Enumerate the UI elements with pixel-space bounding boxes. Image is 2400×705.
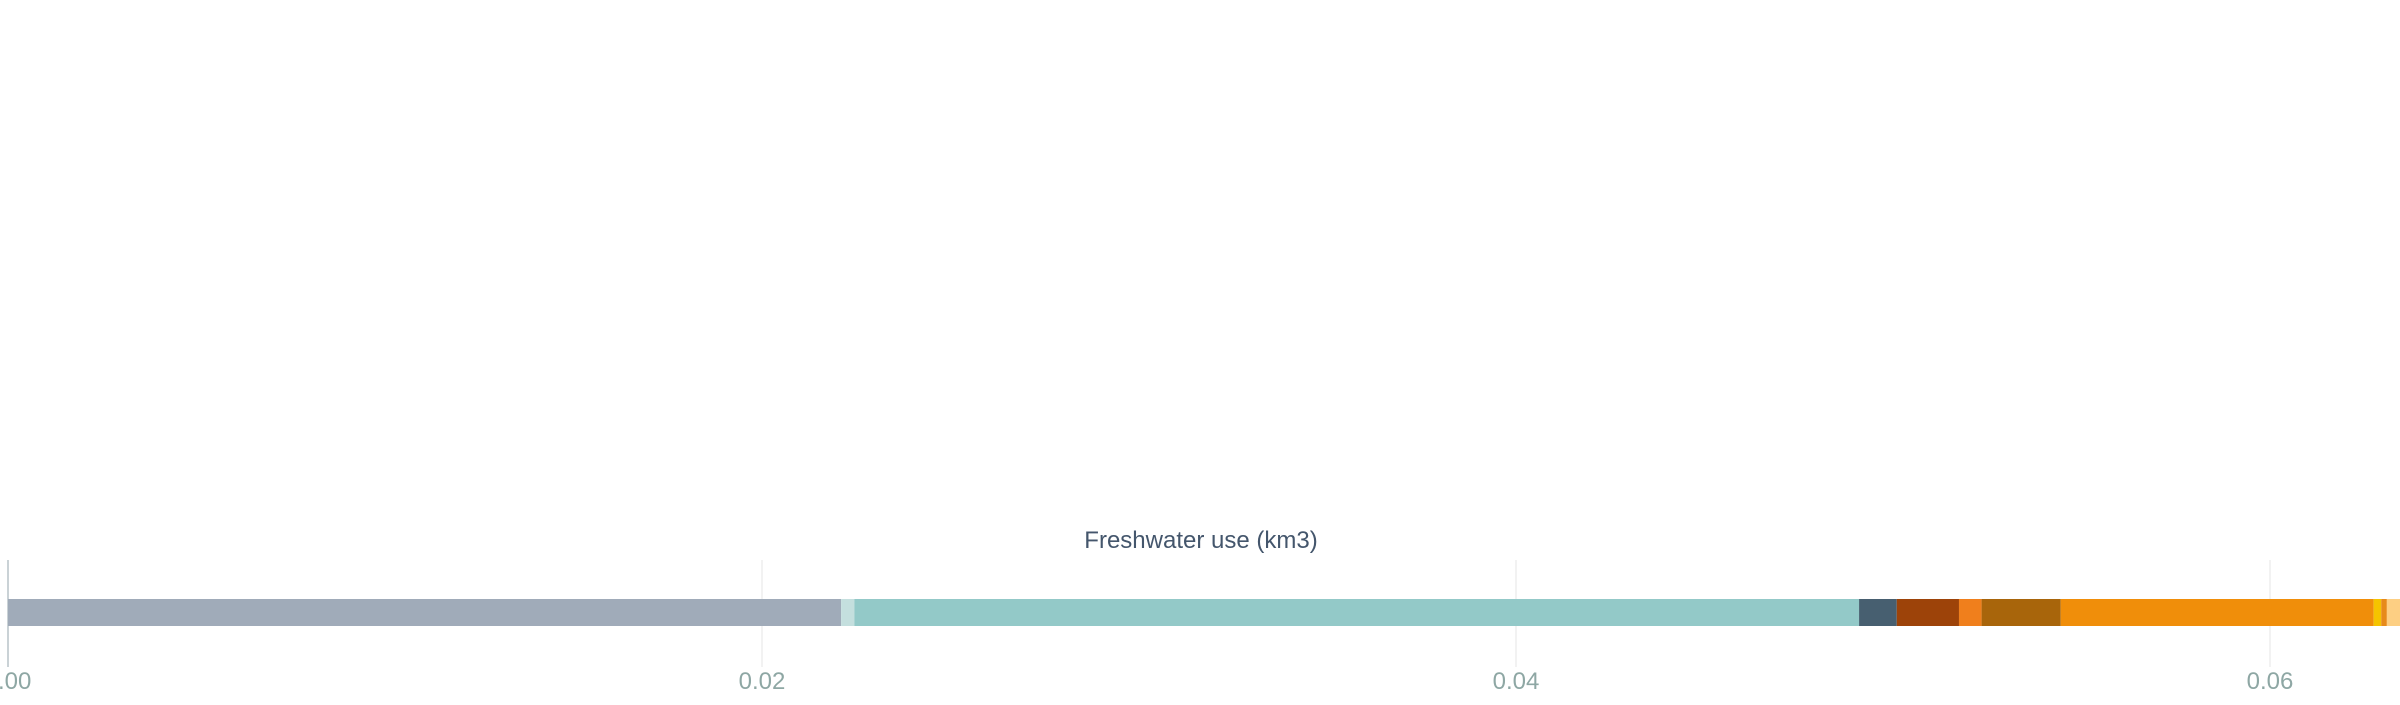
bar-segment[interactable] [854, 599, 1860, 626]
bar-segment[interactable] [1981, 599, 2061, 626]
x-axis-title: Freshwater use (km3) [1084, 527, 1317, 554]
x-tick-label: 0.00 [0, 668, 31, 695]
bar-layer [8, 599, 2400, 626]
bar-segment[interactable] [1859, 599, 1897, 626]
bar-segment[interactable] [1896, 599, 1959, 626]
axis-layer: 0.00 0.02 0.04 0.06 [0, 668, 2293, 695]
bar-segment[interactable] [841, 599, 855, 626]
x-tick-label: 0.04 [1493, 668, 1540, 695]
bar-segment[interactable] [2060, 599, 2374, 626]
bar-segment[interactable] [2386, 599, 2400, 626]
x-tick-label: 0.02 [739, 668, 786, 695]
bar-segment[interactable] [2381, 599, 2387, 626]
bar-segment[interactable] [1958, 599, 1982, 626]
x-tick-label: 0.06 [2247, 668, 2294, 695]
bar-segment[interactable] [8, 599, 842, 626]
bar-segment[interactable] [2373, 599, 2382, 626]
